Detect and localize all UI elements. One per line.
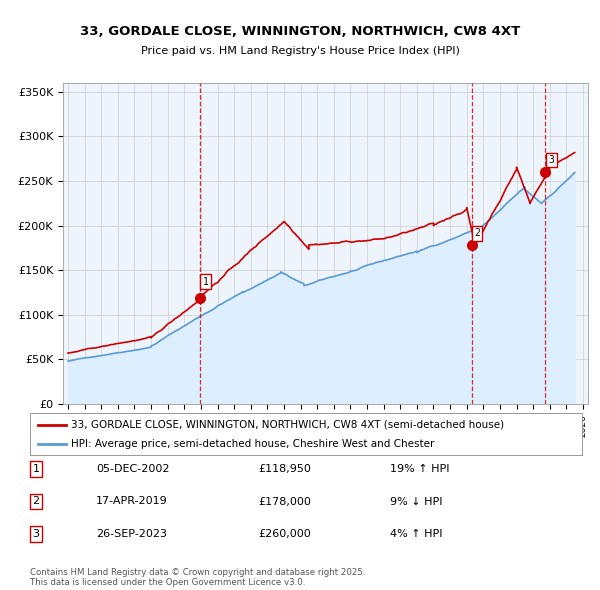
Text: 9% ↓ HPI: 9% ↓ HPI bbox=[390, 497, 443, 506]
Text: 2: 2 bbox=[474, 228, 480, 238]
Text: 33, GORDALE CLOSE, WINNINGTON, NORTHWICH, CW8 4XT: 33, GORDALE CLOSE, WINNINGTON, NORTHWICH… bbox=[80, 25, 520, 38]
Text: 17-APR-2019: 17-APR-2019 bbox=[96, 497, 168, 506]
Text: £118,950: £118,950 bbox=[258, 464, 311, 474]
Text: 4% ↑ HPI: 4% ↑ HPI bbox=[390, 529, 443, 539]
Text: 1: 1 bbox=[32, 464, 40, 474]
Text: £178,000: £178,000 bbox=[258, 497, 311, 506]
Text: 33, GORDALE CLOSE, WINNINGTON, NORTHWICH, CW8 4XT (semi-detached house): 33, GORDALE CLOSE, WINNINGTON, NORTHWICH… bbox=[71, 420, 505, 430]
Text: 1: 1 bbox=[203, 277, 209, 287]
Text: 2: 2 bbox=[32, 497, 40, 506]
Text: 3: 3 bbox=[32, 529, 40, 539]
Text: £260,000: £260,000 bbox=[258, 529, 311, 539]
Text: 26-SEP-2023: 26-SEP-2023 bbox=[96, 529, 167, 539]
Text: 19% ↑ HPI: 19% ↑ HPI bbox=[390, 464, 449, 474]
Text: HPI: Average price, semi-detached house, Cheshire West and Chester: HPI: Average price, semi-detached house,… bbox=[71, 438, 435, 448]
Text: 3: 3 bbox=[548, 155, 554, 165]
Text: 05-DEC-2002: 05-DEC-2002 bbox=[96, 464, 170, 474]
Text: Contains HM Land Registry data © Crown copyright and database right 2025.
This d: Contains HM Land Registry data © Crown c… bbox=[30, 568, 365, 587]
Text: Price paid vs. HM Land Registry's House Price Index (HPI): Price paid vs. HM Land Registry's House … bbox=[140, 46, 460, 56]
